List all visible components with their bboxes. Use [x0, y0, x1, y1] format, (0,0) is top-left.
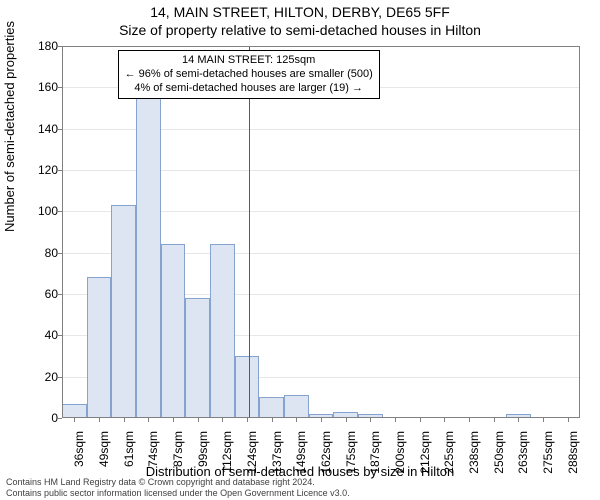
x-tick-mark: [494, 418, 495, 422]
x-tick-label: 74sqm: [146, 431, 160, 467]
histogram-bar: [185, 298, 210, 418]
y-tick-mark: [58, 377, 62, 378]
y-tick-label: 160: [6, 80, 58, 94]
x-tick-label: 200sqm: [393, 431, 407, 474]
x-tick-mark: [272, 418, 273, 422]
x-tick-label: 187sqm: [368, 431, 382, 474]
x-tick-mark: [296, 418, 297, 422]
y-tick-mark: [58, 335, 62, 336]
x-tick-label: 225sqm: [442, 431, 456, 474]
x-tick-mark: [568, 418, 569, 422]
y-tick-label: 40: [6, 328, 58, 342]
x-tick-label: 99sqm: [196, 431, 210, 467]
y-tick-label: 20: [6, 370, 58, 384]
x-tick-mark: [370, 418, 371, 422]
x-tick-label: 175sqm: [344, 431, 358, 474]
x-tick-mark: [420, 418, 421, 422]
histogram-bar: [161, 244, 186, 418]
histogram-bar: [136, 94, 161, 418]
reference-line: [249, 46, 250, 418]
x-tick-label: 263sqm: [516, 431, 530, 474]
histogram-bar: [111, 205, 136, 418]
y-tick-label: 100: [6, 204, 58, 218]
x-tick-label: 112sqm: [220, 431, 234, 473]
x-tick-mark: [124, 418, 125, 422]
x-tick-mark: [99, 418, 100, 422]
x-tick-mark: [321, 418, 322, 422]
annotation-line-1: 14 MAIN STREET: 125sqm: [125, 54, 373, 68]
y-tick-mark: [58, 129, 62, 130]
x-tick-label: 87sqm: [171, 431, 185, 467]
page-title-line2: Size of property relative to semi-detach…: [0, 22, 600, 38]
x-tick-label: 212sqm: [418, 431, 432, 474]
footer-line-2: Contains public sector information licen…: [6, 488, 350, 498]
x-tick-mark: [222, 418, 223, 422]
x-tick-label: 238sqm: [467, 431, 481, 474]
x-tick-mark: [346, 418, 347, 422]
x-tick-label: 250sqm: [492, 431, 506, 474]
y-tick-mark: [58, 211, 62, 212]
x-tick-label: 149sqm: [294, 431, 308, 474]
x-tick-label: 49sqm: [97, 431, 111, 467]
x-tick-mark: [74, 418, 75, 422]
histogram-plot: [62, 46, 580, 418]
histogram-bar: [235, 356, 260, 418]
footer-line-1: Contains HM Land Registry data © Crown c…: [6, 477, 350, 487]
histogram-bar: [87, 277, 112, 418]
y-tick-label: 140: [6, 122, 58, 136]
y-tick-label: 80: [6, 246, 58, 260]
x-tick-mark: [173, 418, 174, 422]
x-tick-mark: [247, 418, 248, 422]
x-tick-label: 124sqm: [245, 431, 259, 474]
histogram-bar: [62, 404, 87, 418]
x-tick-mark: [198, 418, 199, 422]
y-tick-mark: [58, 46, 62, 47]
x-tick-mark: [518, 418, 519, 422]
x-tick-mark: [395, 418, 396, 422]
x-tick-label: 36sqm: [72, 431, 86, 467]
y-tick-mark: [58, 170, 62, 171]
y-tick-mark: [58, 87, 62, 88]
y-tick-mark: [58, 294, 62, 295]
y-tick-mark: [58, 253, 62, 254]
histogram-bar: [259, 397, 284, 418]
x-tick-label: 162sqm: [319, 431, 333, 474]
histogram-bar: [284, 395, 309, 418]
x-tick-mark: [543, 418, 544, 422]
y-tick-label: 0: [6, 411, 58, 425]
y-tick-label: 180: [6, 39, 58, 53]
annotation-box: 14 MAIN STREET: 125sqm ← 96% of semi-det…: [118, 50, 380, 99]
y-tick-label: 120: [6, 163, 58, 177]
page-title-line1: 14, MAIN STREET, HILTON, DERBY, DE65 5FF: [0, 4, 600, 20]
x-tick-label: 61sqm: [122, 431, 136, 467]
x-tick-label: 288sqm: [566, 431, 580, 474]
y-tick-label: 60: [6, 287, 58, 301]
x-tick-mark: [469, 418, 470, 422]
annotation-line-2: ← 96% of semi-detached houses are smalle…: [125, 68, 373, 82]
x-tick-mark: [148, 418, 149, 422]
footer-attribution: Contains HM Land Registry data © Crown c…: [6, 477, 350, 498]
y-tick-mark: [58, 418, 62, 419]
x-tick-label: 275sqm: [541, 431, 555, 474]
annotation-line-3: 4% of semi-detached houses are larger (1…: [125, 82, 373, 96]
histogram-bar: [210, 244, 235, 418]
x-tick-label: 137sqm: [270, 431, 284, 474]
x-tick-mark: [444, 418, 445, 422]
